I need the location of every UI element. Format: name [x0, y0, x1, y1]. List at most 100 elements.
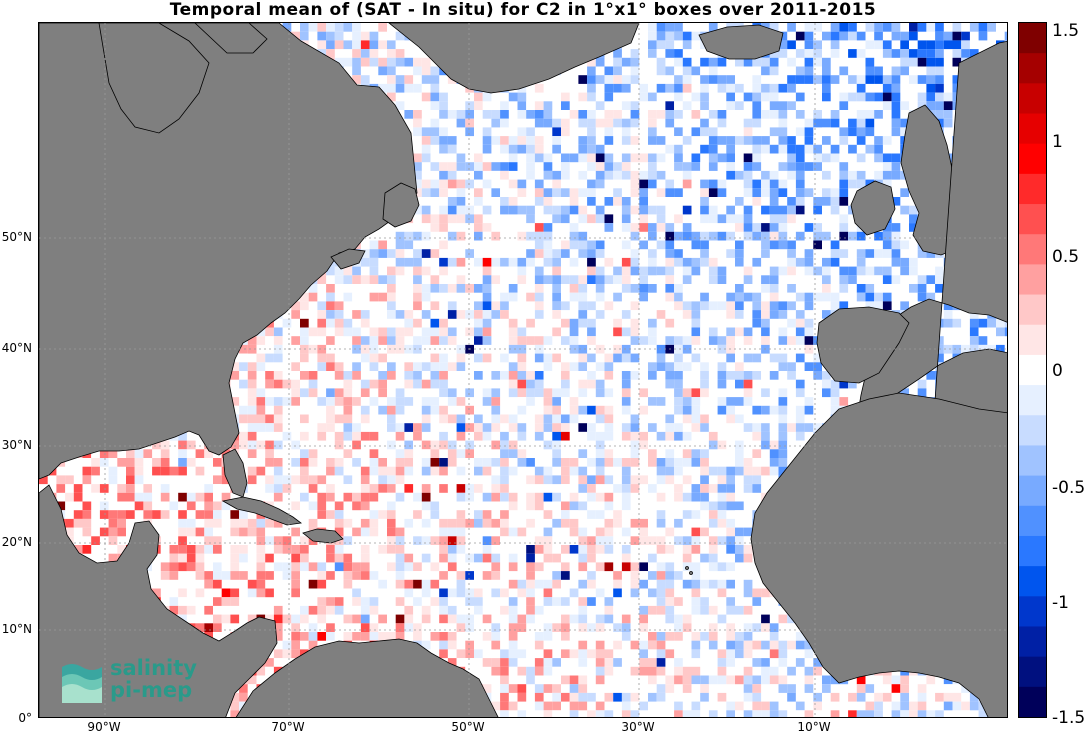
anomaly-cell: [621, 379, 631, 389]
anomaly-cell: [761, 336, 770, 345]
anomaly-cell: [204, 536, 213, 545]
anomaly-cell: [1004, 327, 1007, 337]
anomaly-cell: [935, 266, 944, 276]
anomaly-cell: [621, 510, 631, 519]
anomaly-cell: [204, 518, 213, 528]
anomaly-cell: [735, 527, 744, 537]
anomaly-cell: [526, 153, 535, 163]
anomaly-cell: [674, 75, 683, 84]
anomaly-cell: [708, 57, 718, 67]
anomaly-cell: [769, 597, 779, 606]
anomaly-cell: [830, 197, 840, 206]
anomaly-cell: [561, 414, 570, 424]
anomaly-cell: [700, 475, 709, 485]
anomaly-cell: [674, 379, 683, 389]
anomaly-cell: [230, 562, 240, 572]
anomaly-cell: [517, 423, 527, 432]
anomaly-cell: [648, 66, 657, 76]
anomaly-cell: [726, 518, 735, 528]
anomaly-cell: [604, 536, 614, 545]
anomaly-cell: [508, 153, 518, 163]
anomaly-cell: [543, 414, 553, 424]
anomaly-cell: [943, 92, 953, 102]
anomaly-cell: [795, 388, 805, 398]
anomaly-cell: [682, 144, 692, 154]
anomaly-cell: [726, 136, 735, 145]
anomaly-cell: [630, 484, 640, 493]
anomaly-cell: [717, 266, 727, 276]
anomaly-cell: [430, 379, 440, 389]
anomaly-cell: [387, 362, 396, 371]
anomaly-cell: [726, 466, 735, 476]
anomaly-cell: [839, 214, 849, 224]
anomaly-cell: [717, 284, 727, 293]
anomaly-cell: [465, 510, 474, 519]
anomaly-cell: [491, 431, 501, 441]
anomaly-cell: [700, 249, 709, 258]
anomaly-cell: [987, 318, 996, 328]
anomaly-cell: [482, 110, 492, 119]
anomaly-cell: [561, 431, 570, 441]
anomaly-cell: [360, 318, 370, 328]
anomaly-cell: [708, 66, 718, 76]
anomaly-cell: [395, 75, 405, 84]
anomaly-cell: [474, 431, 483, 441]
anomaly-cell: [874, 266, 883, 276]
anomaly-cell: [630, 249, 640, 258]
anomaly-cell: [630, 75, 640, 84]
anomaly-cell: [186, 562, 196, 572]
anomaly-cell: [595, 205, 605, 215]
anomaly-cell: [526, 205, 535, 215]
anomaly-cell: [813, 136, 822, 145]
anomaly-cell: [456, 492, 466, 502]
anomaly-cell: [613, 579, 622, 589]
anomaly-cell: [804, 136, 814, 145]
anomaly-cell: [752, 588, 762, 598]
anomaly-cell: [891, 101, 901, 110]
anomaly-cell: [334, 336, 344, 345]
anomaly-cell: [630, 179, 640, 189]
anomaly-cell: [439, 605, 448, 615]
anomaly-cell: [543, 197, 553, 206]
anomaly-cell: [691, 562, 701, 572]
anomaly-cell: [613, 318, 622, 328]
anomaly-cell: [326, 414, 335, 424]
anomaly-cell: [508, 449, 518, 458]
anomaly-cell: [778, 136, 788, 145]
anomaly-cell: [491, 362, 501, 371]
anomaly-cell: [447, 336, 457, 345]
anomaly-cell: [822, 127, 831, 137]
anomaly-cell: [674, 214, 683, 224]
anomaly-cell: [639, 66, 648, 76]
anomaly-cell: [613, 371, 622, 380]
anomaly-cell: [743, 423, 753, 432]
anomaly-cell: [395, 431, 405, 441]
anomaly-cell: [587, 597, 596, 606]
anomaly-cell: [778, 466, 788, 476]
anomaly-cell: [743, 458, 753, 467]
anomaly-cell: [247, 336, 257, 345]
anomaly-cell: [752, 136, 762, 145]
anomaly-cell: [882, 266, 892, 276]
anomaly-cell: [665, 310, 675, 319]
anomaly-cell: [352, 336, 361, 345]
anomaly-cell: [413, 83, 422, 93]
anomaly-cell: [334, 501, 344, 511]
anomaly-cell: [578, 318, 588, 328]
anomaly-cell: [282, 475, 292, 485]
anomaly-cell: [334, 605, 344, 615]
anomaly-cell: [891, 31, 901, 41]
anomaly-cell: [839, 23, 849, 32]
anomaly-cell: [387, 527, 396, 537]
anomaly-cell: [604, 414, 614, 424]
anomaly-cell: [708, 75, 718, 84]
anomaly-cell: [848, 23, 857, 32]
anomaly-cell: [735, 458, 744, 467]
anomaly-cell: [500, 310, 509, 319]
anomaly-cell: [700, 492, 709, 502]
anomaly-cell: [804, 49, 814, 58]
anomaly-cell: [604, 153, 614, 163]
anomaly-cell: [656, 344, 666, 354]
anomaly-cell: [517, 371, 527, 380]
anomaly-cell: [874, 292, 883, 302]
